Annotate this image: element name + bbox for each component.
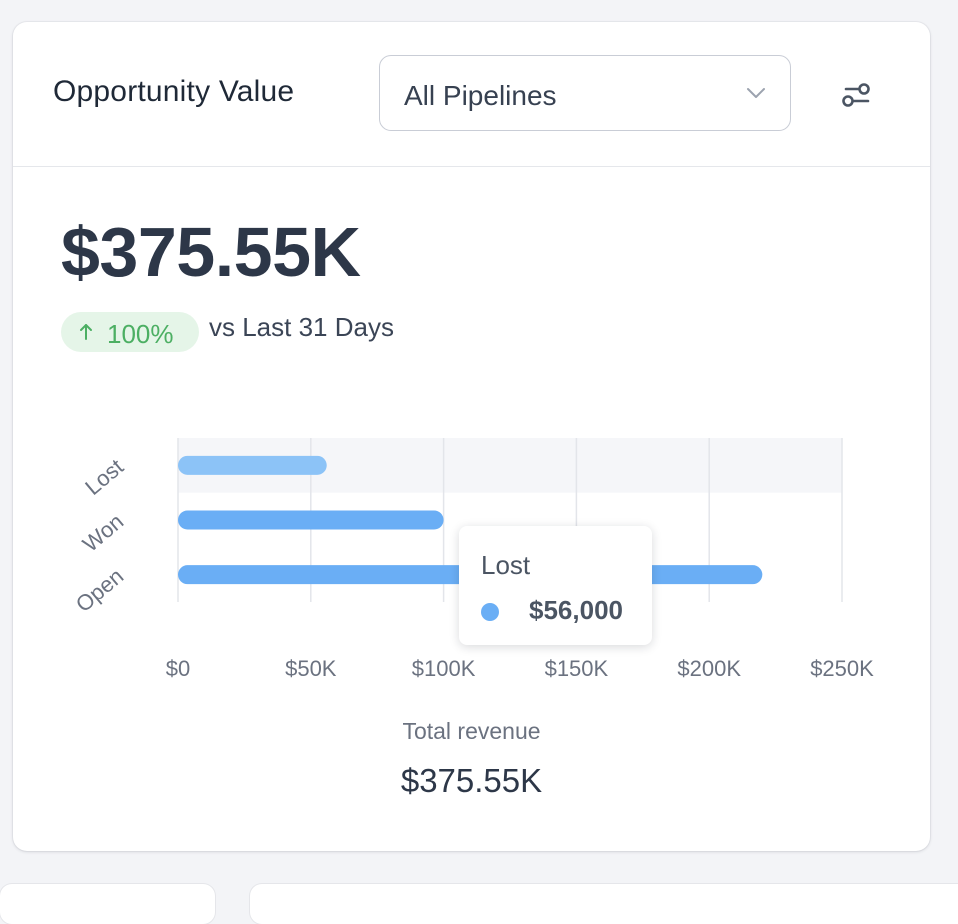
next-card-right <box>250 884 958 924</box>
x-tick-label: $250K <box>810 656 874 681</box>
opportunity-bar-chart: Lost Won Open $0 $50K $100K $150K $200K $250K <box>71 438 874 681</box>
opportunity-total-value: $375.55K <box>61 213 361 291</box>
chevron-down-icon <box>747 88 765 98</box>
pipeline-select-value: All Pipelines <box>404 80 557 111</box>
x-tick-label: $150K <box>545 656 609 681</box>
y-tick-label: Lost <box>80 454 128 500</box>
x-tick-label: $200K <box>677 656 741 681</box>
tooltip-series-dot <box>481 603 499 621</box>
y-tick-label: Open <box>71 563 128 617</box>
tooltip-value: $56,000 <box>529 595 623 625</box>
y-tick-label: Won <box>78 509 128 557</box>
pipeline-select[interactable]: All Pipelines <box>379 55 791 131</box>
bar-won <box>178 510 444 530</box>
total-revenue-value: $375.55K <box>400 762 543 799</box>
x-tick-label: $100K <box>412 656 476 681</box>
total-revenue-label: Total revenue <box>402 718 541 744</box>
compare-period-text: vs Last 31 Days <box>209 312 394 342</box>
x-tick-label: $50K <box>285 656 337 681</box>
sliders-icon[interactable] <box>836 77 876 113</box>
bar-lost <box>178 455 327 475</box>
change-badge: 100% <box>61 312 199 352</box>
next-card-left <box>0 884 215 924</box>
change-percent: 100% <box>107 319 174 349</box>
arrow-up-icon <box>80 324 92 340</box>
tooltip-title: Lost <box>481 550 531 580</box>
x-tick-label: $0 <box>166 656 190 681</box>
opportunity-value-card: Opportunity Value All Pipelines $375.55K… <box>13 22 930 851</box>
card-header: Opportunity Value All Pipelines <box>13 22 930 167</box>
chart-tooltip: Lost $56,000 <box>459 526 652 645</box>
card-title: Opportunity Value <box>53 75 295 108</box>
